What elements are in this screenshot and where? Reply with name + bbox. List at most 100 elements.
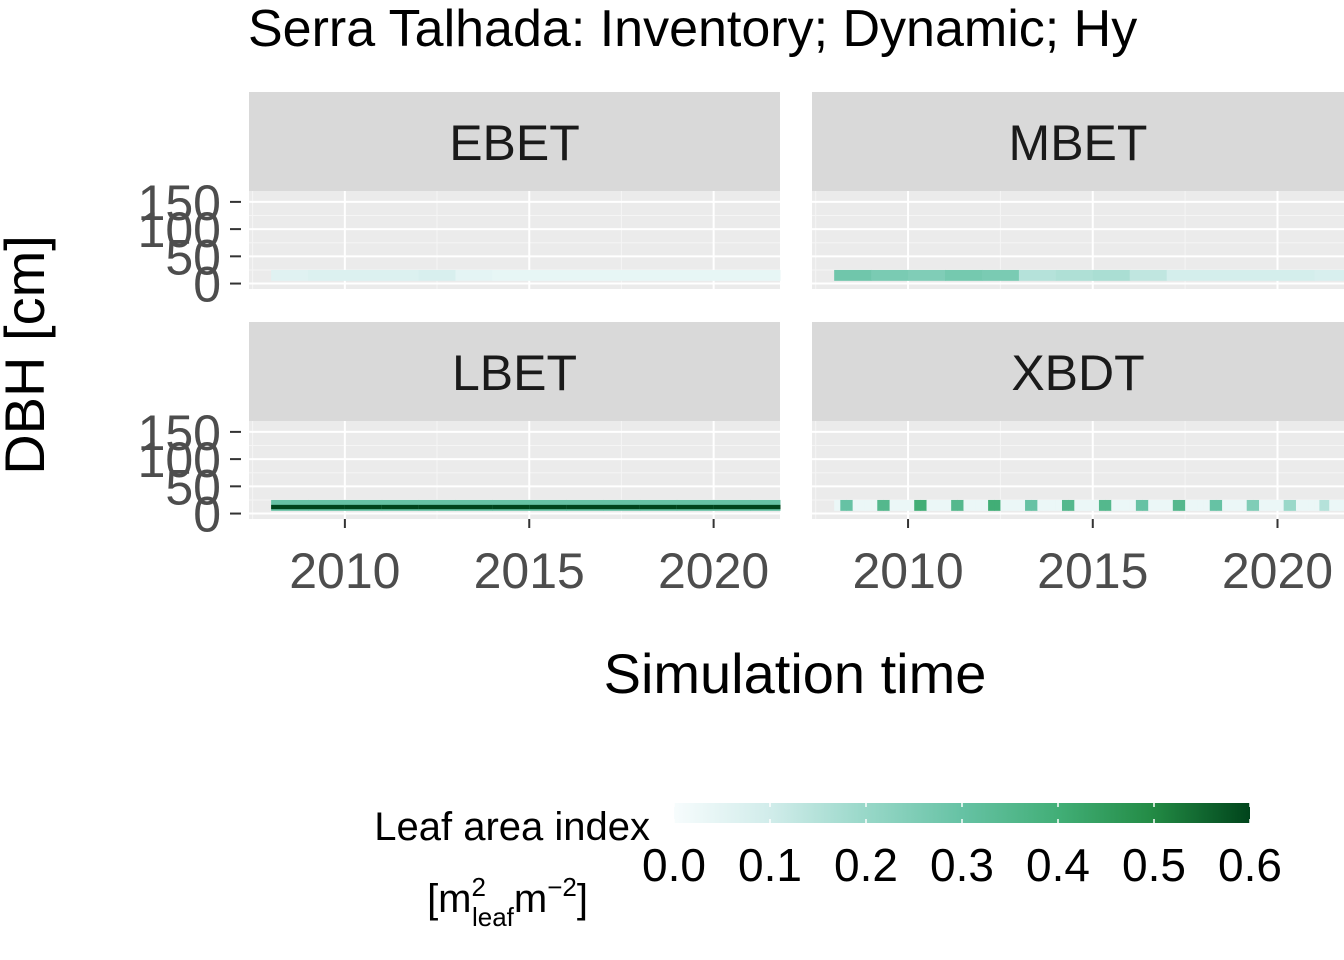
heat-tile (932, 499, 940, 511)
heat-tile (676, 269, 715, 281)
heat-tile (914, 499, 921, 511)
heat-tile (1265, 499, 1272, 511)
heat-tile (308, 269, 346, 281)
y-tick-label: 50 (165, 459, 221, 515)
heat-tile (871, 499, 878, 511)
heat-tile (1092, 269, 1131, 281)
heat-tile (1191, 499, 1198, 511)
heat-tile (834, 499, 841, 511)
heat-tile (529, 269, 567, 281)
x-tick-label: 2010 (852, 543, 963, 599)
y-tick-label: 100 (138, 202, 221, 258)
heat-tile (1271, 499, 1278, 511)
heat-tile (1105, 499, 1112, 511)
heat-tile (1302, 499, 1309, 511)
heat-tile (566, 269, 604, 281)
x-tick-label: 2015 (474, 543, 585, 599)
facet-strip-label: MBET (1009, 115, 1148, 171)
facet-strip-label: LBET (452, 345, 577, 401)
heat-tile (1043, 499, 1051, 511)
heat-tile (1339, 499, 1344, 511)
heat-tile (1098, 499, 1106, 511)
heat-tile (1111, 499, 1118, 511)
heat-tile (994, 499, 1001, 511)
y-tick-label: 150 (138, 175, 221, 231)
facet-xbdt: XBDT 2010 2015 2020 (812, 322, 1344, 599)
heat-tile (920, 499, 928, 511)
heat-tile (938, 499, 946, 511)
y-tick-label: 100 (138, 432, 221, 488)
heat-tile (1055, 499, 1063, 511)
heat-tile (1259, 499, 1266, 511)
facet-strip (812, 322, 1344, 421)
heat-tile (455, 269, 493, 281)
heat-tile (381, 504, 420, 510)
heat-tile (1197, 499, 1205, 511)
heat-tile (1166, 499, 1174, 511)
heat-tile (1129, 269, 1168, 281)
heat-tile (529, 504, 567, 510)
heat-tile (840, 499, 847, 511)
legend-ticks: 0.0 0.1 0.2 0.3 0.4 0.5 0.6 (642, 803, 1282, 891)
heat-tile (639, 269, 678, 281)
heat-tile (418, 504, 456, 510)
heat-tile (945, 499, 952, 511)
heat-tile (750, 504, 781, 510)
legend-tick-label: 0.1 (738, 839, 802, 891)
heat-tile (271, 269, 309, 281)
heat-tile (750, 269, 781, 281)
heat-tile (846, 499, 854, 511)
heat-tile (1209, 499, 1217, 511)
heat-tile (1314, 269, 1344, 281)
heat-tile (901, 499, 909, 511)
legend-tick-label: 0.2 (834, 839, 898, 891)
facet-strip (249, 92, 780, 191)
heat-tile (908, 269, 946, 281)
legend-tick-label: 0.0 (642, 839, 706, 891)
y-tick-label: 0 (193, 487, 221, 543)
heat-tile (1061, 499, 1069, 511)
x-tick-label: 2020 (658, 543, 769, 599)
heat-tile (1006, 499, 1014, 511)
heat-tile (1148, 499, 1155, 511)
heat-tile (492, 504, 530, 510)
color-legend: Leaf area index [m2 leafm−2] 0.0 0.1 0.2 0.3… (374, 803, 1282, 932)
heat-tile (381, 269, 420, 281)
heat-tile (308, 504, 346, 510)
facet-strip (812, 92, 1344, 191)
heat-tile (1129, 499, 1137, 511)
y-tick-label: 0 (193, 257, 221, 313)
heat-tile (492, 269, 530, 281)
heat-tile (1037, 499, 1045, 511)
heat-tile (1283, 499, 1291, 511)
chart-title: Serra Talhada: Inventory; Dynamic; Hy (248, 0, 1137, 58)
heat-tile (418, 269, 456, 281)
y-tick-label: 150 (138, 405, 221, 461)
heat-tile (834, 269, 872, 281)
heat-tile (639, 504, 678, 510)
heat-tile (969, 499, 977, 511)
heat-tile (864, 499, 872, 511)
heat-tile (455, 504, 493, 510)
heat-tile (566, 504, 604, 510)
heat-tile (1178, 499, 1186, 511)
heat-tile (975, 499, 983, 511)
heat-tile (603, 269, 641, 281)
heat-tile (1252, 499, 1260, 511)
heat-tile (1018, 499, 1026, 511)
heat-tile (1092, 499, 1100, 511)
legend-tick-label: 0.4 (1026, 839, 1090, 891)
x-axis-title: Simulation time (604, 642, 987, 705)
heat-tile (1068, 499, 1075, 511)
heat-tile (988, 499, 995, 511)
heat-tile (1166, 269, 1205, 281)
heat-tile (1154, 499, 1162, 511)
heat-tile (1277, 269, 1315, 281)
x-tick-label: 2020 (1222, 543, 1333, 599)
heat-tile (1324, 499, 1330, 511)
heat-tile (1222, 499, 1229, 511)
heat-tile (852, 499, 860, 511)
